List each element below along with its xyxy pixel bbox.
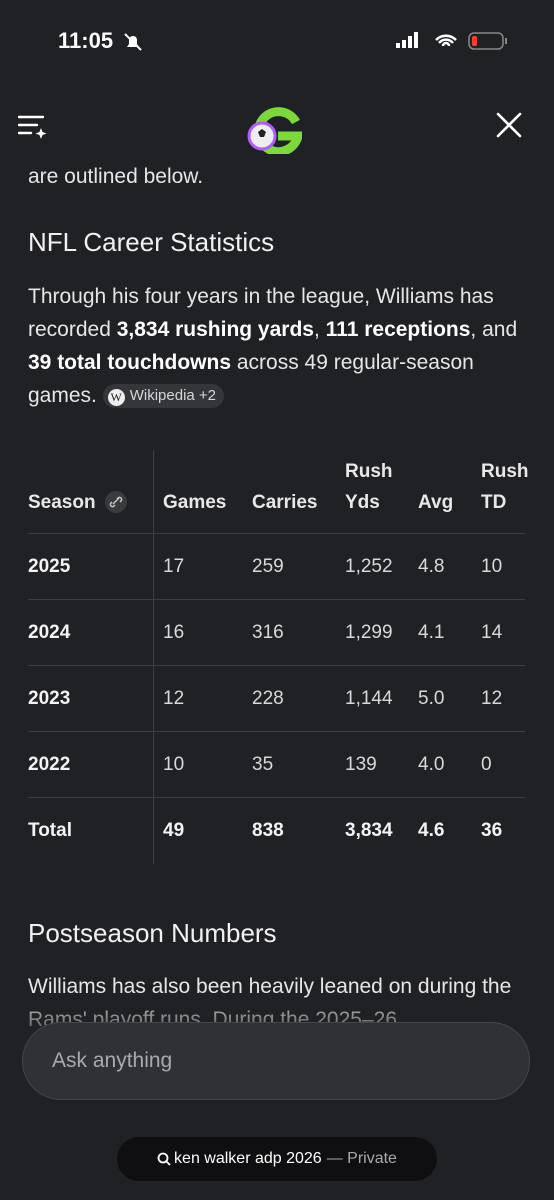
table-cell: 2024 bbox=[28, 622, 71, 643]
table-cell: 12 bbox=[163, 688, 185, 709]
text: , bbox=[313, 318, 326, 341]
section-heading: Postseason Numbers bbox=[28, 918, 277, 948]
table-cell: 4.1 bbox=[418, 622, 445, 643]
section-heading: NFL Career Statistics bbox=[28, 227, 275, 257]
chip-label: Wikipedia +2 bbox=[129, 387, 217, 404]
close-button[interactable] bbox=[496, 112, 522, 138]
status-bar: 11:05 bbox=[0, 0, 554, 90]
table-cell: 36 bbox=[481, 820, 503, 841]
clock: 11:05 bbox=[58, 28, 114, 53]
column-header: Games bbox=[163, 492, 227, 513]
column-header: Rush Yds bbox=[345, 461, 393, 513]
table-cell: 5.0 bbox=[418, 688, 445, 709]
menu-button[interactable] bbox=[18, 114, 48, 140]
search-icon bbox=[157, 1152, 171, 1166]
table-cell: 1,299 bbox=[345, 622, 393, 643]
column-divider bbox=[153, 450, 154, 864]
column-header: Rush TD bbox=[481, 461, 529, 513]
row-divider bbox=[28, 797, 525, 798]
table-cell: Total bbox=[28, 820, 72, 841]
table-cell: 1,144 bbox=[345, 688, 393, 709]
table-cell: 12 bbox=[481, 688, 503, 709]
table-cell: 35 bbox=[252, 754, 274, 775]
column-header: Avg bbox=[418, 492, 454, 513]
table-cell: 49 bbox=[163, 820, 185, 841]
table-cell: 316 bbox=[252, 622, 284, 643]
table-cell: 4.6 bbox=[418, 820, 445, 841]
bold-text: 39 total touchdowns bbox=[28, 351, 232, 374]
row-divider bbox=[28, 599, 525, 600]
status-icons bbox=[396, 32, 507, 50]
row-divider bbox=[28, 533, 525, 534]
link-icon[interactable] bbox=[104, 490, 128, 514]
table-cell: 10 bbox=[163, 754, 185, 775]
column-header: Season bbox=[28, 450, 148, 534]
text: across 49 regular-season games. bbox=[28, 351, 474, 407]
stats-table: Season Games Carries Rush Yds Avg Rush TD 2025… bbox=[0, 450, 554, 864]
table-cell: 17 bbox=[163, 556, 185, 577]
table-cell: 1,252 bbox=[345, 556, 393, 577]
source-chip[interactable]: W Wikipedia +2 bbox=[102, 384, 225, 408]
bold-text: 3,834 rushing yards bbox=[116, 318, 314, 341]
silent-icon bbox=[124, 33, 142, 51]
table-cell: 14 bbox=[481, 622, 503, 643]
app-header bbox=[0, 90, 554, 162]
table-cell: 4.0 bbox=[418, 754, 445, 775]
paragraph: Through his four years in the league, Wi… bbox=[28, 280, 528, 412]
search-mode: — Private bbox=[326, 1150, 397, 1167]
search-pill[interactable]: ken walker adp 2026 — Private bbox=[117, 1137, 437, 1181]
text: Through his four years in the league, Wi… bbox=[28, 285, 494, 341]
logo bbox=[247, 107, 302, 154]
partial-text: are outlined below. bbox=[28, 165, 204, 188]
table-cell: 838 bbox=[252, 820, 284, 841]
table-cell: 2025 bbox=[28, 556, 71, 577]
column-header: Carries bbox=[252, 492, 318, 513]
table-cell: 3,834 bbox=[345, 820, 393, 841]
table-cell: 4.8 bbox=[418, 556, 445, 577]
text: , and bbox=[470, 318, 518, 341]
table-cell: 0 bbox=[481, 754, 492, 775]
table-cell: 139 bbox=[345, 754, 377, 775]
table-cell: 16 bbox=[163, 622, 185, 643]
table-cell: 2023 bbox=[28, 688, 71, 709]
table-cell: 2022 bbox=[28, 754, 71, 775]
wiki-icon: W bbox=[107, 389, 125, 406]
table-cell: 228 bbox=[252, 688, 284, 709]
table-cell: 10 bbox=[481, 556, 503, 577]
row-divider bbox=[28, 665, 525, 666]
bold-text: 111 receptions bbox=[325, 318, 471, 341]
search-query: ken walker adp 2026 bbox=[174, 1150, 322, 1167]
row-divider bbox=[28, 731, 525, 732]
ask-input[interactable]: Ask anything bbox=[22, 1022, 530, 1100]
table-cell: 259 bbox=[252, 556, 284, 577]
